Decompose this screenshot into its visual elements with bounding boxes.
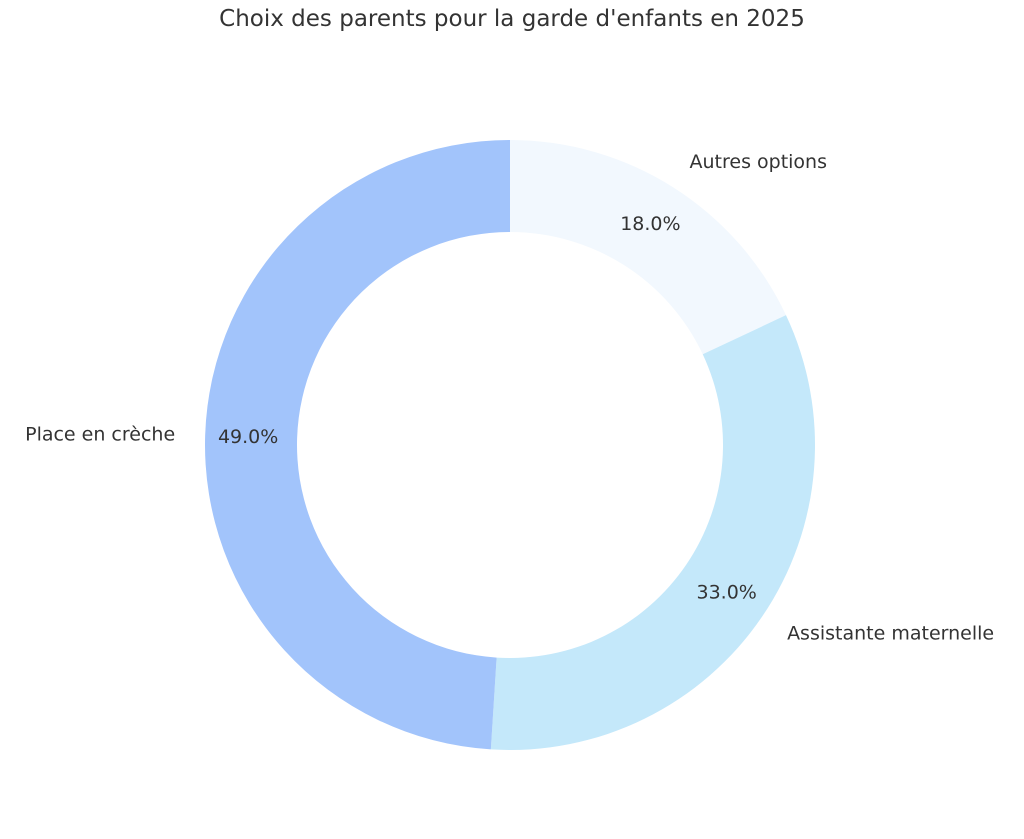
slice-autres-options xyxy=(510,140,786,355)
slices-group xyxy=(204,140,815,750)
labels-group: 18.0% Autres options 33.0% Assistante mater… xyxy=(25,151,994,644)
chart-title: Choix des parents pour la garde d'enfant… xyxy=(219,6,805,32)
slice-place-en-creche xyxy=(204,140,510,750)
pct-label-autres-options: 18.0% xyxy=(620,213,680,235)
category-label-place-en-creche: Place en crèche xyxy=(25,423,175,445)
category-label-assistante-maternelle: Assistante maternelle xyxy=(787,622,994,644)
slice-assistante-maternelle xyxy=(490,315,815,750)
pct-label-assistante-maternelle: 33.0% xyxy=(697,581,757,603)
category-label-autres-options: Autres options xyxy=(690,151,828,173)
pct-label-place-en-creche: 49.0% xyxy=(218,426,278,448)
